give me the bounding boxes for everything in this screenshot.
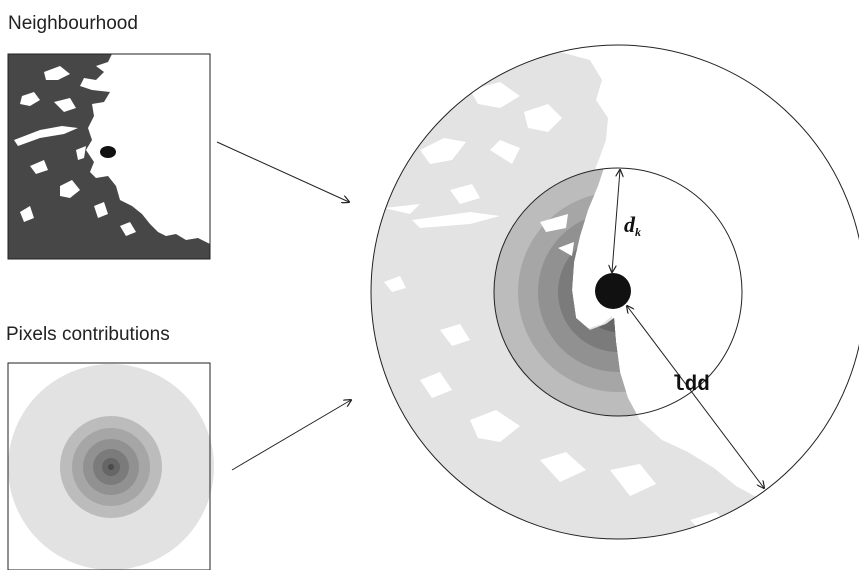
contributions-map-border	[7, 362, 211, 570]
main-center-point	[595, 273, 631, 309]
radius-ldd-label: ldd	[672, 374, 710, 397]
neighbourhood-arrow	[216, 141, 349, 202]
contributions-map	[7, 362, 214, 570]
neighbourhood-map-border	[7, 53, 211, 260]
distance-subscript: k	[635, 225, 641, 239]
neighbourhood-map	[7, 53, 211, 260]
pixels-contributions-title: Pixels contributions	[6, 324, 170, 345]
distance-symbol: d	[624, 212, 636, 237]
distance-dk-arrow	[612, 170, 620, 272]
radius-ldd-arrow	[627, 306, 764, 488]
distance-dk-label: dk	[624, 212, 641, 239]
inner-neighbourhood-circle	[493, 167, 743, 417]
neighbourhood-title: Neighbourhood	[8, 13, 138, 34]
main-view: dk ldd	[370, 44, 859, 540]
outer-radius-circle	[370, 44, 859, 540]
contribution-ring-center	[108, 464, 114, 470]
contributions-arrow	[231, 400, 351, 471]
neighbourhood-land-mass	[8, 54, 210, 259]
neighbourhood-center-point	[100, 146, 116, 158]
